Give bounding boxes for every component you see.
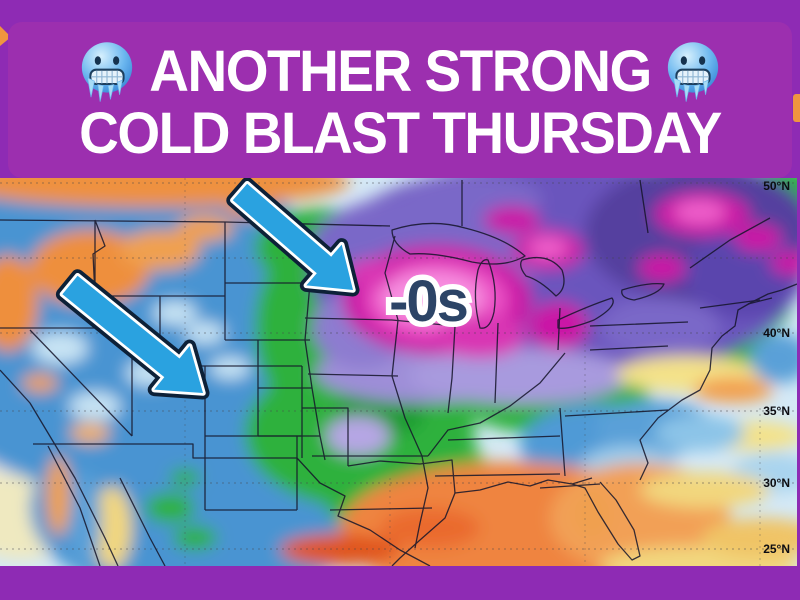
headline-line-2: COLD BLAST THURSDAY (79, 99, 722, 166)
latitude-label-50n: 50°N (763, 179, 790, 193)
state-borders (0, 179, 798, 567)
latitude-label-30n: 30°N (763, 476, 790, 490)
latitude-label-35n: 35°N (763, 404, 790, 418)
background-accent (793, 94, 800, 122)
cold-face-emoji (81, 40, 134, 103)
title-banner: ANOTHER STRONG COLD BLAST THURSDAY (8, 22, 792, 178)
temperature-anomaly-map: -0s 50°N 40°N 35°N 30°N 25°N (0, 157, 800, 600)
temperature-field (0, 157, 800, 600)
arrow-icon-lower (55, 269, 210, 400)
banner-line-1: ANOTHER STRONG (79, 40, 721, 104)
cold-air-arrows (55, 177, 360, 400)
banner-line-2: COLD BLAST THURSDAY (79, 99, 722, 166)
cold-face-emoji (666, 40, 719, 103)
headline-line-1: ANOTHER STRONG (149, 38, 652, 104)
map-annotation-temperature: -0s (389, 269, 467, 334)
latitude-label-40n: 40°N (763, 326, 790, 340)
background-accent (0, 26, 11, 46)
latitude-label-25n: 25°N (763, 542, 790, 556)
arrow-icon-upper (226, 177, 360, 297)
latitude-labels: 50°N 40°N 35°N 30°N 25°N (763, 179, 790, 556)
weather-map: -0s 50°N 40°N 35°N 30°N 25°N (0, 157, 800, 600)
